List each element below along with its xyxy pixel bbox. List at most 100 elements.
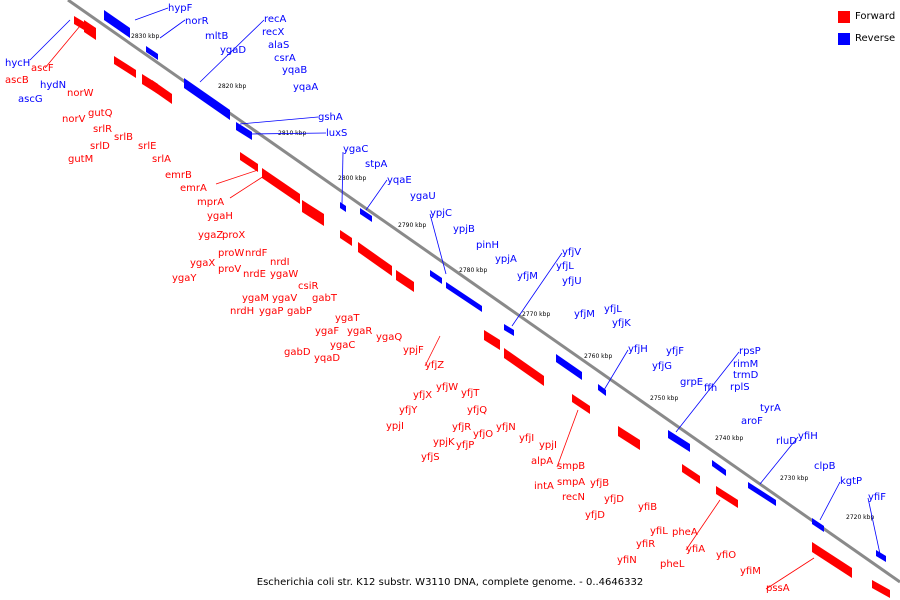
gene-label: ygaD — [220, 45, 246, 56]
gene-label: nrdH — [230, 306, 254, 317]
gene-label: recN — [562, 492, 585, 503]
leader-line — [685, 499, 721, 551]
gene-label: ypjF — [403, 345, 424, 356]
gene-label: alpA — [531, 456, 553, 467]
gene-label: yfiA — [686, 544, 705, 555]
gene-label: yfjV — [562, 247, 581, 258]
gene-label: nrdF — [245, 248, 268, 259]
leader-lines — [29, 7, 881, 590]
gene-label: hypF — [168, 3, 193, 14]
gene-label: ygaZ — [198, 230, 223, 241]
tick-label: 2760 kbp — [584, 353, 612, 360]
reverse-gene — [360, 208, 372, 222]
gene-label: ypjI — [386, 421, 404, 432]
gene-label: proV — [218, 264, 241, 275]
gene-label: mprA — [197, 197, 224, 208]
leader-line — [44, 25, 81, 69]
reverse-gene — [430, 270, 442, 284]
leader-line — [675, 351, 740, 433]
gene-label: smpA — [557, 477, 585, 488]
gene-label: yfjS — [421, 452, 440, 463]
gene-label: smpB — [557, 461, 585, 472]
reverse-gene — [146, 46, 158, 60]
legend-item-forward: Forward — [838, 9, 895, 24]
leader-line — [29, 19, 71, 61]
gene-label: ypjC — [430, 208, 452, 219]
forward-gene — [240, 152, 258, 172]
gene-label: yfjB — [590, 478, 609, 489]
gene-label: yfjK — [612, 318, 631, 329]
gene-label: hycH — [5, 58, 30, 69]
gene-label: yfiN — [617, 555, 637, 566]
tick-label: 2750 kbp — [650, 395, 678, 402]
gene-label: srlE — [138, 141, 156, 152]
leader-line — [867, 497, 881, 555]
gene-label: gabP — [287, 306, 312, 317]
gene-label: grpE — [680, 377, 703, 388]
gene-label: yfjH — [628, 344, 648, 355]
gene-label: rluD — [776, 436, 797, 447]
gene-label: gutM — [68, 154, 93, 165]
reverse-gene — [712, 460, 726, 476]
gene-label: ypjA — [495, 254, 517, 265]
forward-gene — [572, 394, 590, 414]
gene-label: yfjP — [456, 440, 474, 451]
gene-label: clpB — [814, 461, 836, 472]
gene-label: ygaC — [343, 144, 368, 155]
gene-label: kgtP — [840, 476, 862, 487]
gene-label: yfjD — [604, 494, 624, 505]
gene-label: pinH — [476, 240, 499, 251]
genome-caption: Escherichia coli str. K12 substr. W3110 … — [256, 577, 644, 588]
reverse-gene — [598, 384, 606, 396]
leader-line — [424, 335, 441, 367]
tick-label: 2740 kbp — [715, 435, 743, 442]
reverse-gene — [504, 324, 514, 336]
gene-label: yqaA — [293, 82, 318, 93]
gene-label: yqaB — [282, 65, 307, 76]
gene-label: emrA — [180, 183, 207, 194]
gene-label: yfjM — [574, 309, 595, 320]
gene-label: ygaM — [242, 293, 269, 304]
leader-line — [556, 409, 579, 468]
reverse-gene — [340, 202, 346, 212]
leader-line — [239, 116, 319, 125]
forward-gene — [872, 580, 890, 598]
gene-label: srlD — [90, 141, 110, 152]
gene-label: ygaR — [347, 326, 372, 337]
gene-label: intA — [534, 481, 554, 492]
reverse-gene — [812, 518, 824, 532]
gene-label: yfjN — [496, 422, 516, 433]
gene-label: proX — [222, 230, 245, 241]
legend-label: Forward — [855, 11, 896, 22]
gene-label: rplS — [730, 382, 750, 393]
gene-label: ygaV — [272, 293, 297, 304]
gene-label: ygaF — [315, 326, 339, 337]
forward-gene — [618, 426, 640, 450]
gene-label: stpA — [365, 159, 387, 170]
gene-label: ascG — [18, 94, 43, 105]
gene-label: trmD — [733, 370, 759, 381]
forward-gene — [302, 200, 324, 226]
leader-line — [159, 19, 186, 39]
gene-label: rimM — [733, 359, 758, 370]
gene-label: yfiR — [636, 539, 655, 550]
gene-label: gshA — [318, 112, 343, 123]
gene-label: yfiO — [716, 550, 736, 561]
gene-label: yfjO — [473, 429, 493, 440]
reverse-labels: hypF norR mltB recA ygaD recX alaS csrA … — [168, 3, 886, 503]
gene-label: yfjD — [585, 510, 605, 521]
gene-label: ygaU — [410, 191, 436, 202]
leader-line — [229, 175, 265, 199]
gene-label: yqaD — [314, 353, 340, 364]
gene-label: gutQ — [88, 108, 113, 119]
gene-label: hydN — [40, 80, 66, 91]
gene-label: yfjY — [399, 405, 418, 416]
gene-label: norV — [62, 114, 86, 125]
gene-label: recX — [262, 27, 285, 38]
tick-label: 2800 kbp — [338, 175, 366, 182]
gene-label: mltB — [205, 31, 228, 42]
tick-label: 2830 kbp — [131, 33, 159, 40]
tick-label: 2790 kbp — [398, 222, 426, 229]
gene-label: gabT — [312, 293, 338, 304]
legend: Forward Reverse — [838, 9, 895, 53]
